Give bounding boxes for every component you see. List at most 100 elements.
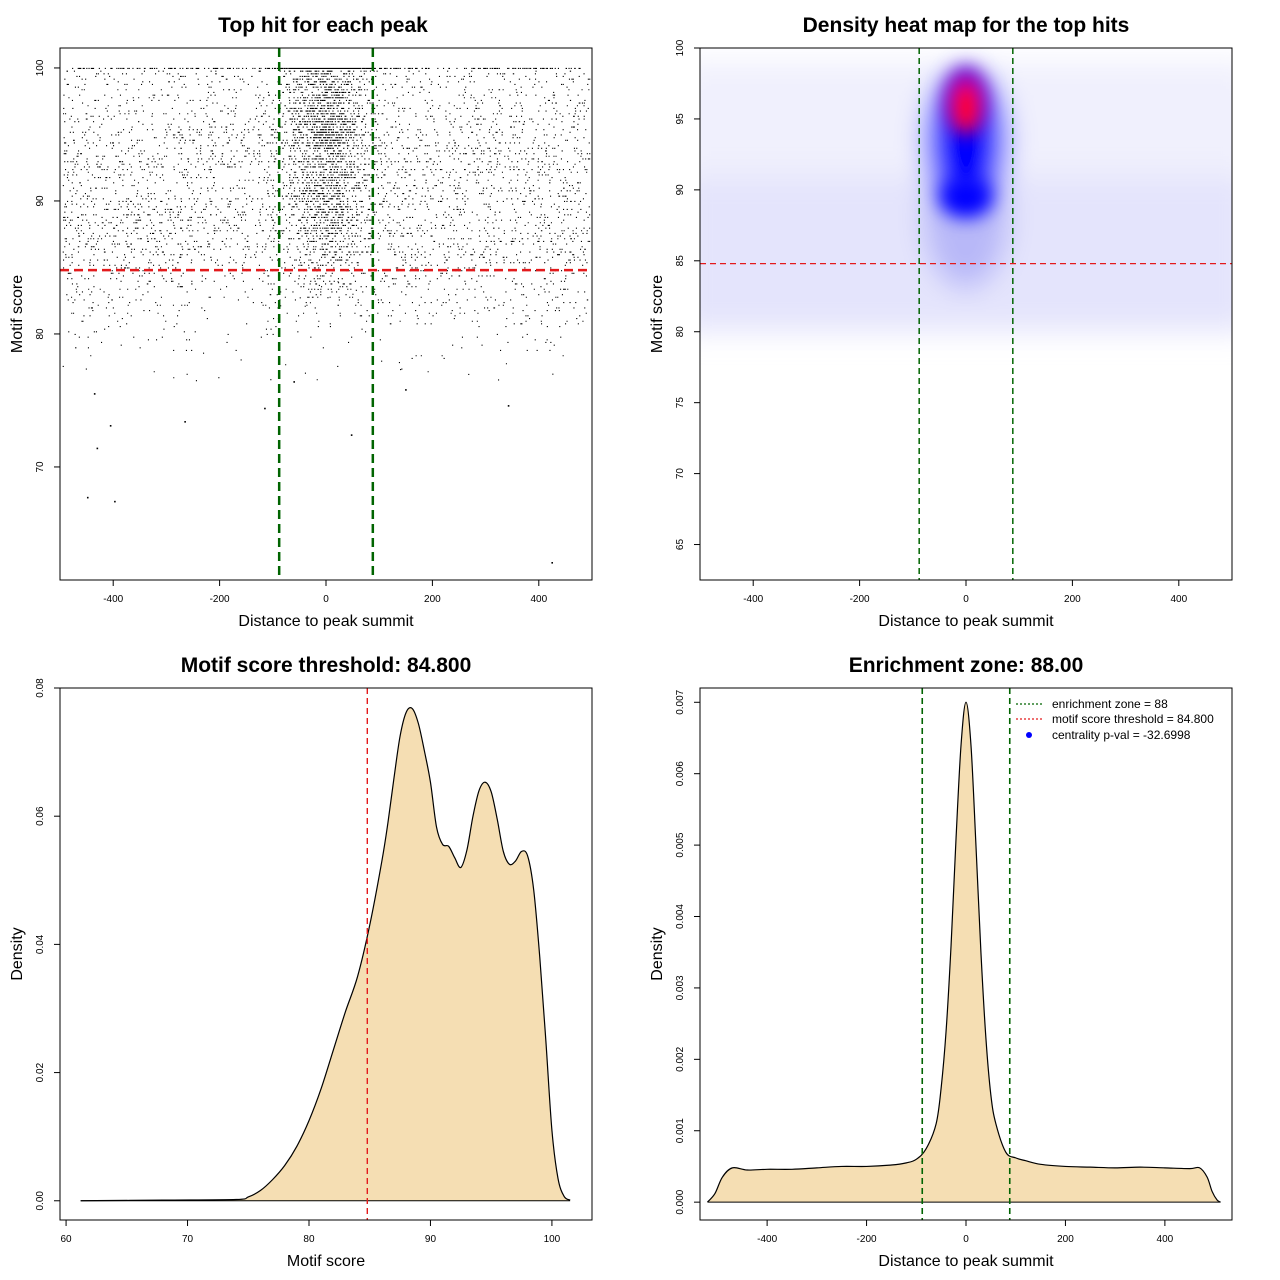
heatmap-x-label: Distance to peak summit [878, 613, 1054, 630]
distance-density-x-tick-label: -200 [857, 1234, 877, 1245]
distance-density-panel: Enrichment zone: 88.00 -400 -200 0 200 400 0… [649, 654, 1233, 1270]
heatmap-y-tick-label: 100 [675, 39, 686, 56]
score-density-x-axis: 60 70 80 90 100 [61, 1220, 561, 1245]
distance-density-y-tick-label: 0.004 [675, 904, 686, 929]
score-density-y-tick-label: 0.04 [35, 934, 46, 954]
scatter-panel: Top hit for each peak -400 -200 0 200 400 70… [9, 14, 593, 630]
score-density-area-fill [80, 707, 571, 1201]
score-density-x-tick-label: 80 [303, 1234, 315, 1245]
heatmap-y-tick-label: 70 [675, 468, 686, 480]
score-density-x-tick-label: 100 [544, 1234, 561, 1245]
heatmap-panel: Density heat map for the top hits -400 -2… [649, 14, 1233, 630]
scatter-points [62, 67, 591, 564]
score-density-y-tick-label: 0.00 [35, 1191, 46, 1211]
scatter-y-tick-label: 70 [35, 461, 46, 473]
distance-density-reference-lines [921, 688, 1011, 1220]
distance-density-y-tick-label: 0.001 [675, 1118, 686, 1143]
scatter-plot-frame [59, 47, 593, 581]
distance-density-y-label: Density [649, 927, 666, 980]
heatmap-x-tick-label: 400 [1170, 594, 1187, 605]
legend-pval-label: centrality p-val = -32.6998 [1052, 728, 1191, 742]
heatmap-x-tick-label: 0 [963, 594, 969, 605]
score-density-y-tick-label: 0.02 [35, 1062, 46, 1082]
scatter-x-tick-label: 200 [424, 594, 441, 605]
scatter-outlier-point [109, 425, 112, 427]
scatter-x-tick-label: 0 [323, 594, 329, 605]
score-density-area [80, 707, 571, 1202]
distance-density-y-tick-label: 0.005 [675, 832, 686, 857]
distance-density-x-label: Distance to peak summit [878, 1253, 1054, 1270]
scatter-x-axis: -400 -200 0 200 400 [103, 580, 548, 605]
score-density-y-tick-label: 0.08 [35, 678, 46, 698]
distance-density-y-tick-label: 0.003 [675, 975, 686, 1000]
scatter-outlier-point [96, 447, 99, 450]
legend-pval-dot [1026, 732, 1032, 738]
distance-density-x-tick-label: -400 [757, 1234, 777, 1245]
score-density-panel: Motif score threshold: 84.800 60 70 80 90 10… [9, 654, 593, 1270]
scatter-title: Top hit for each peak [218, 14, 428, 37]
heatmap-y-tick-label: 90 [675, 184, 686, 196]
scatter-x-label: Distance to peak summit [238, 613, 414, 630]
legend-threshold-label: motif score threshold = 84.800 [1052, 712, 1214, 726]
distance-density-x-tick-label: 200 [1057, 1234, 1074, 1245]
scatter-x-tick-label: -200 [210, 594, 230, 605]
distance-density-x-tick-label: 0 [963, 1234, 969, 1245]
score-density-x-tick-label: 70 [182, 1234, 194, 1245]
score-density-plot-frame [59, 687, 593, 1221]
scatter-y-tick-label: 100 [35, 59, 46, 76]
score-density-y-tick-label: 0.06 [35, 806, 46, 826]
scatter-reference-lines [60, 48, 592, 580]
distance-density-y-tick-label: 0.006 [675, 761, 686, 786]
heatmap-y-tick-label: 95 [675, 113, 686, 125]
score-density-density-curve [80, 707, 571, 1202]
scatter-outlier-point [551, 562, 553, 564]
score-density-y-axis: 0.00 0.02 0.04 0.06 0.08 [35, 678, 60, 1211]
distance-density-y-axis: 0.000 0.001 0.002 0.003 0.004 0.005 0.006 0.007 [675, 689, 700, 1215]
heatmap-x-tick-label: -200 [850, 594, 870, 605]
scatter-y-label: Motif score [9, 275, 26, 353]
scatter-point-cloud [62, 67, 591, 382]
distance-density-x-tick-label: 400 [1157, 1234, 1174, 1245]
heatmap-y-tick-label: 85 [675, 255, 686, 267]
distance-density-area [707, 701, 1221, 1203]
scatter-x-tick-label: -400 [103, 594, 123, 605]
score-density-x-tick-label: 60 [61, 1234, 73, 1245]
heatmap-y-tick-label: 75 [675, 397, 686, 409]
score-density-y-label: Density [9, 927, 26, 980]
scatter-outlier-point [264, 407, 266, 410]
heatmap-x-tick-label: 200 [1064, 594, 1081, 605]
legend-enrichment-label: enrichment zone = 88 [1052, 697, 1168, 711]
distance-density-y-tick-label: 0.000 [675, 1189, 686, 1214]
scatter-outlier-point [93, 393, 96, 395]
heatmap-density-layer [700, 48, 1232, 580]
scatter-y-tick-label: 90 [35, 195, 46, 207]
heatmap-y-tick-label: 65 [675, 539, 686, 551]
heatmap-y-label: Motif score [649, 275, 666, 353]
scatter-outlier-point [114, 500, 116, 503]
scatter-outlier-point [507, 405, 510, 407]
heatmap-x-axis: -400 -200 0 200 400 [743, 580, 1188, 605]
distance-density-title: Enrichment zone: 88.00 [849, 654, 1084, 677]
heatmap-title: Density heat map for the top hits [803, 14, 1130, 37]
scatter-y-axis: 70 80 90 100 [35, 59, 60, 473]
heatmap-y-tick-label: 80 [675, 326, 686, 338]
scatter-outlier-point [184, 421, 186, 423]
scatter-y-tick-label: 80 [35, 328, 46, 340]
legend: enrichment zone = 88 motif score thresho… [1016, 697, 1214, 742]
distance-density-y-tick-label: 0.007 [675, 689, 686, 714]
scatter-outlier-point [86, 496, 89, 499]
scatter-x-tick-label: 400 [530, 594, 547, 605]
score-density-title: Motif score threshold: 84.800 [181, 654, 472, 677]
score-density-x-label: Motif score [287, 1253, 365, 1270]
distance-density-area-fill [707, 702, 1221, 1203]
heatmap-reference-lines [700, 48, 1232, 580]
heatmap-core [940, 66, 992, 217]
distance-density-x-axis: -400 -200 0 200 400 [757, 1220, 1174, 1245]
distance-density-density-curve [707, 701, 1221, 1203]
heatmap-x-tick-label: -400 [743, 594, 763, 605]
scatter-outlier-point [350, 434, 353, 436]
distance-density-y-tick-label: 0.002 [675, 1046, 686, 1071]
heatmap-y-axis: 65 70 75 80 85 90 95 100 [675, 39, 700, 550]
scatter-outlier-point [293, 381, 295, 383]
score-density-x-tick-label: 90 [425, 1234, 437, 1245]
